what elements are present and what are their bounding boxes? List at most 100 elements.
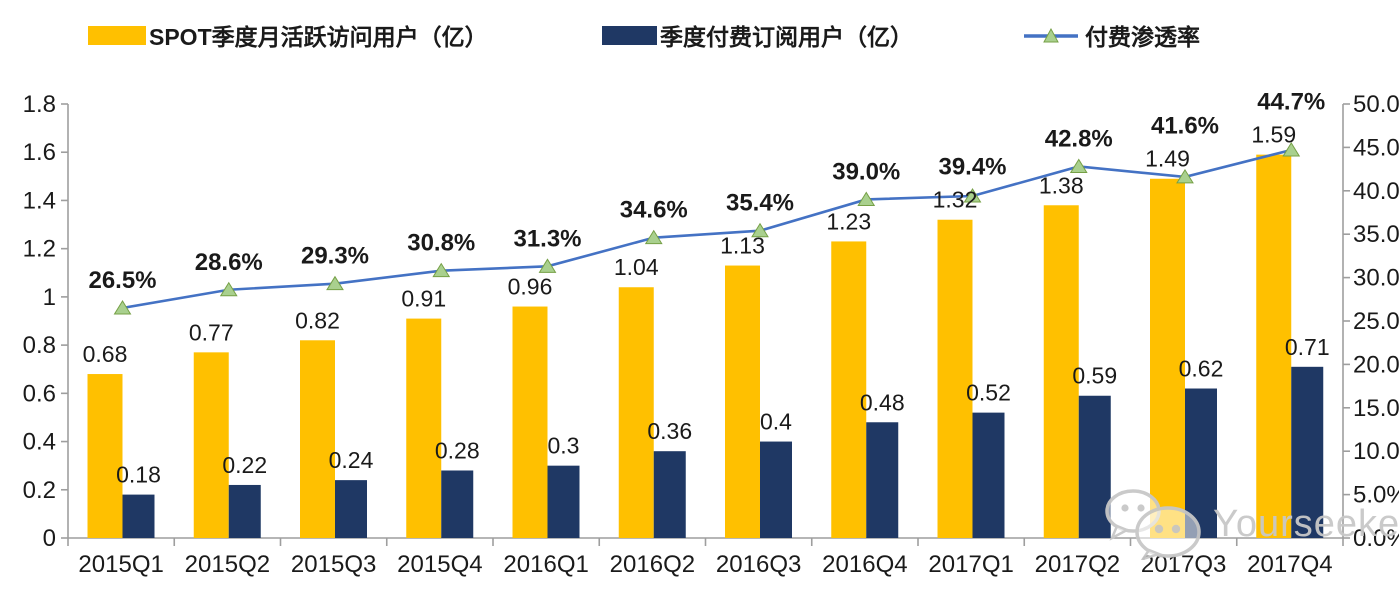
right-axis-tick-label: 25.0% <box>1353 308 1399 335</box>
left-axis-tick-label: 0.2 <box>23 477 56 504</box>
mau-value-label: 1.23 <box>826 208 871 234</box>
subscriber-value-label: 0.59 <box>1072 363 1117 389</box>
mau-bar <box>193 352 229 538</box>
x-axis-category-label: 2017Q2 <box>1035 551 1120 578</box>
legend-line-marker-icon <box>1023 25 1079 45</box>
penetration-marker <box>857 191 876 206</box>
watermark-text: Yourseeker <box>1213 502 1399 545</box>
subscriber-bar <box>1078 395 1111 538</box>
legend-item-penetration: 付费渗透率 <box>1023 22 1200 50</box>
x-axis-category-label: 2015Q2 <box>185 551 270 578</box>
mau-bar <box>618 287 654 538</box>
x-axis-category-label: 2017Q4 <box>1247 551 1332 578</box>
right-axis-tick-label: 40.0% <box>1353 178 1399 205</box>
left-axis-tick-label: 0 <box>43 525 56 552</box>
right-axis-tick-label: 50.0% <box>1353 91 1399 118</box>
mau-bar <box>1256 154 1292 538</box>
penetration-value-label: 35.4% <box>726 190 794 217</box>
subscriber-bar <box>1185 388 1217 538</box>
subscriber-bar <box>441 470 474 538</box>
left-axis-tick-label: 0.4 <box>23 429 56 456</box>
mau-bar <box>300 340 335 538</box>
mau-value-label: 0.77 <box>189 319 234 345</box>
subscriber-value-label: 0.24 <box>329 447 374 473</box>
legend-label-penetration: 付费渗透率 <box>1085 24 1200 50</box>
penetration-marker <box>1282 142 1301 157</box>
subscriber-value-label: 0.52 <box>966 380 1011 406</box>
left-axis-tick-label: 1.4 <box>23 187 56 214</box>
subscriber-bar <box>653 451 686 538</box>
right-axis-tick-label: 5.0% <box>1353 482 1399 509</box>
mau-value-label: 0.96 <box>508 274 553 300</box>
penetration-value-label: 44.7% <box>1257 89 1325 116</box>
mau-bar <box>512 306 548 538</box>
penetration-value-label: 29.3% <box>301 243 369 270</box>
legend-item-subscribers: 季度付费订阅用户（亿） <box>602 22 913 50</box>
mau-bar <box>937 219 973 538</box>
mau-value-label: 1.38 <box>1039 172 1084 198</box>
legend-item-mau: SPOT季度月活跃访问用户（亿） <box>88 22 488 50</box>
penetration-value-label: 28.6% <box>195 249 263 276</box>
subscriber-bar <box>972 412 1005 538</box>
left-axis-tick-label: 0.6 <box>23 380 56 407</box>
penetration-marker <box>1176 168 1194 184</box>
left-axis-tick-label: 1.2 <box>23 236 56 263</box>
penetration-marker <box>538 258 557 273</box>
x-axis-category-label: 2015Q4 <box>397 551 482 578</box>
subscriber-value-label: 0.18 <box>116 462 161 488</box>
mau-value-label: 1.59 <box>1251 122 1296 148</box>
penetration-value-label: 34.6% <box>620 197 688 224</box>
right-axis-tick-label: 30.0% <box>1353 265 1399 292</box>
right-axis-tick-label: 10.0% <box>1353 438 1399 465</box>
subscriber-value-label: 0.28 <box>435 437 480 463</box>
x-axis-category-label: 2016Q3 <box>716 551 801 578</box>
subscriber-value-label: 0.4 <box>760 409 792 435</box>
x-axis-category-label: 2016Q1 <box>503 551 588 578</box>
subscriber-bar <box>228 484 261 538</box>
right-axis-tick-label: 35.0% <box>1353 221 1399 248</box>
x-axis-category-label: 2017Q1 <box>928 551 1013 578</box>
penetration-line <box>122 148 1292 310</box>
mau-bar <box>1150 178 1185 538</box>
penetration-marker <box>751 222 769 238</box>
mau-value-label: 1.32 <box>933 187 978 213</box>
mau-bar <box>1043 205 1079 538</box>
subscriber-bar <box>1291 366 1324 538</box>
legend-label-subscribers: 季度付费订阅用户（亿） <box>660 24 913 50</box>
penetration-marker <box>644 229 663 245</box>
penetration-marker <box>432 262 451 278</box>
left-axis-tick-label: 1.8 <box>23 91 56 118</box>
wechat-icon <box>1105 489 1201 560</box>
left-axis-tick-label: 1 <box>43 284 56 311</box>
subscriber-value-label: 0.62 <box>1179 356 1224 382</box>
mau-value-label: 0.91 <box>401 286 446 312</box>
penetration-value-label: 42.8% <box>1045 125 1113 152</box>
right-axis-tick-label: 45.0% <box>1353 134 1399 161</box>
subscriber-bar <box>760 441 792 538</box>
mau-value-label: 1.49 <box>1145 146 1190 172</box>
subscriber-value-label: 0.71 <box>1285 334 1330 360</box>
subscriber-value-label: 0.48 <box>860 389 905 415</box>
mau-bar <box>87 374 123 538</box>
right-axis-tick-label: 20.0% <box>1353 351 1399 378</box>
subscriber-value-label: 0.22 <box>222 452 267 478</box>
penetration-value-label: 39.4% <box>938 154 1006 181</box>
subscriber-bar <box>335 480 367 538</box>
mau-value-label: 1.04 <box>614 254 659 280</box>
penetration-marker <box>963 188 982 203</box>
subscriber-bar <box>547 465 580 538</box>
penetration-value-label: 39.0% <box>832 158 900 185</box>
penetration-marker <box>219 281 238 297</box>
x-axis-category-label: 2016Q4 <box>822 551 907 578</box>
x-axis-category-label: 2016Q2 <box>610 551 695 578</box>
right-axis-tick-label: 15.0% <box>1353 395 1399 422</box>
left-axis-tick-label: 0.8 <box>23 332 56 359</box>
penetration-value-label: 41.6% <box>1151 113 1219 140</box>
x-axis-category-label: 2015Q1 <box>78 551 163 578</box>
penetration-marker <box>1069 158 1088 173</box>
subscriber-bar <box>866 422 899 538</box>
right-axis-tick-label: 0.0% <box>1353 525 1399 552</box>
penetration-value-label: 31.3% <box>513 225 581 252</box>
